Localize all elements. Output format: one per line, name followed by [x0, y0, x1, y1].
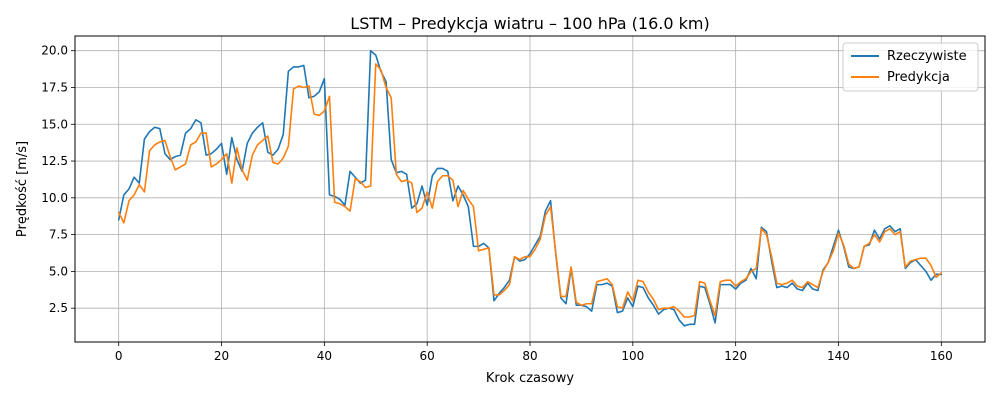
- legend-label-predykcja: Predykcja: [887, 70, 950, 85]
- y-tick-label: 5.0: [49, 264, 68, 278]
- ticks: 0 20 40 60 80 100 120 140 160 2.5 5.0 7.5 10.0 12.5 15…: [41, 44, 952, 363]
- x-tick-label: 0: [115, 349, 123, 363]
- x-tick-label: 140: [827, 349, 850, 363]
- series-line-rzeczywiste: [117, 49, 943, 327]
- chart-title: LSTM – Predykcja wiatru – 100 hPa (16.0 …: [350, 14, 709, 33]
- x-tick-label: 40: [317, 349, 332, 363]
- x-tick-label: 160: [930, 349, 953, 363]
- y-tick-label: 2.5: [49, 301, 68, 315]
- y-tick-label: 20.0: [41, 44, 68, 58]
- series-line-predykcja: [117, 63, 943, 318]
- legend: Rzeczywiste Predykcja: [842, 42, 979, 92]
- y-axis-label: Prędkość [m/s]: [15, 141, 30, 237]
- x-tick-label: 60: [420, 349, 435, 363]
- y-tick-label: 17.5: [41, 80, 68, 94]
- x-tick-label: 120: [724, 349, 747, 363]
- legend-label-rzeczywiste: Rzeczywiste: [887, 49, 967, 64]
- x-tick-label: 80: [522, 349, 537, 363]
- x-tick-label: 20: [214, 349, 229, 363]
- x-tick-label: 100: [621, 349, 644, 363]
- x-axis-label: Krok czasowy: [486, 371, 574, 386]
- y-tick-label: 7.5: [49, 228, 68, 242]
- y-tick-label: 10.0: [41, 191, 68, 205]
- grid: [75, 36, 985, 342]
- y-tick-label: 12.5: [41, 154, 68, 168]
- y-tick-label: 15.0: [41, 117, 68, 131]
- series-layer: [117, 49, 943, 327]
